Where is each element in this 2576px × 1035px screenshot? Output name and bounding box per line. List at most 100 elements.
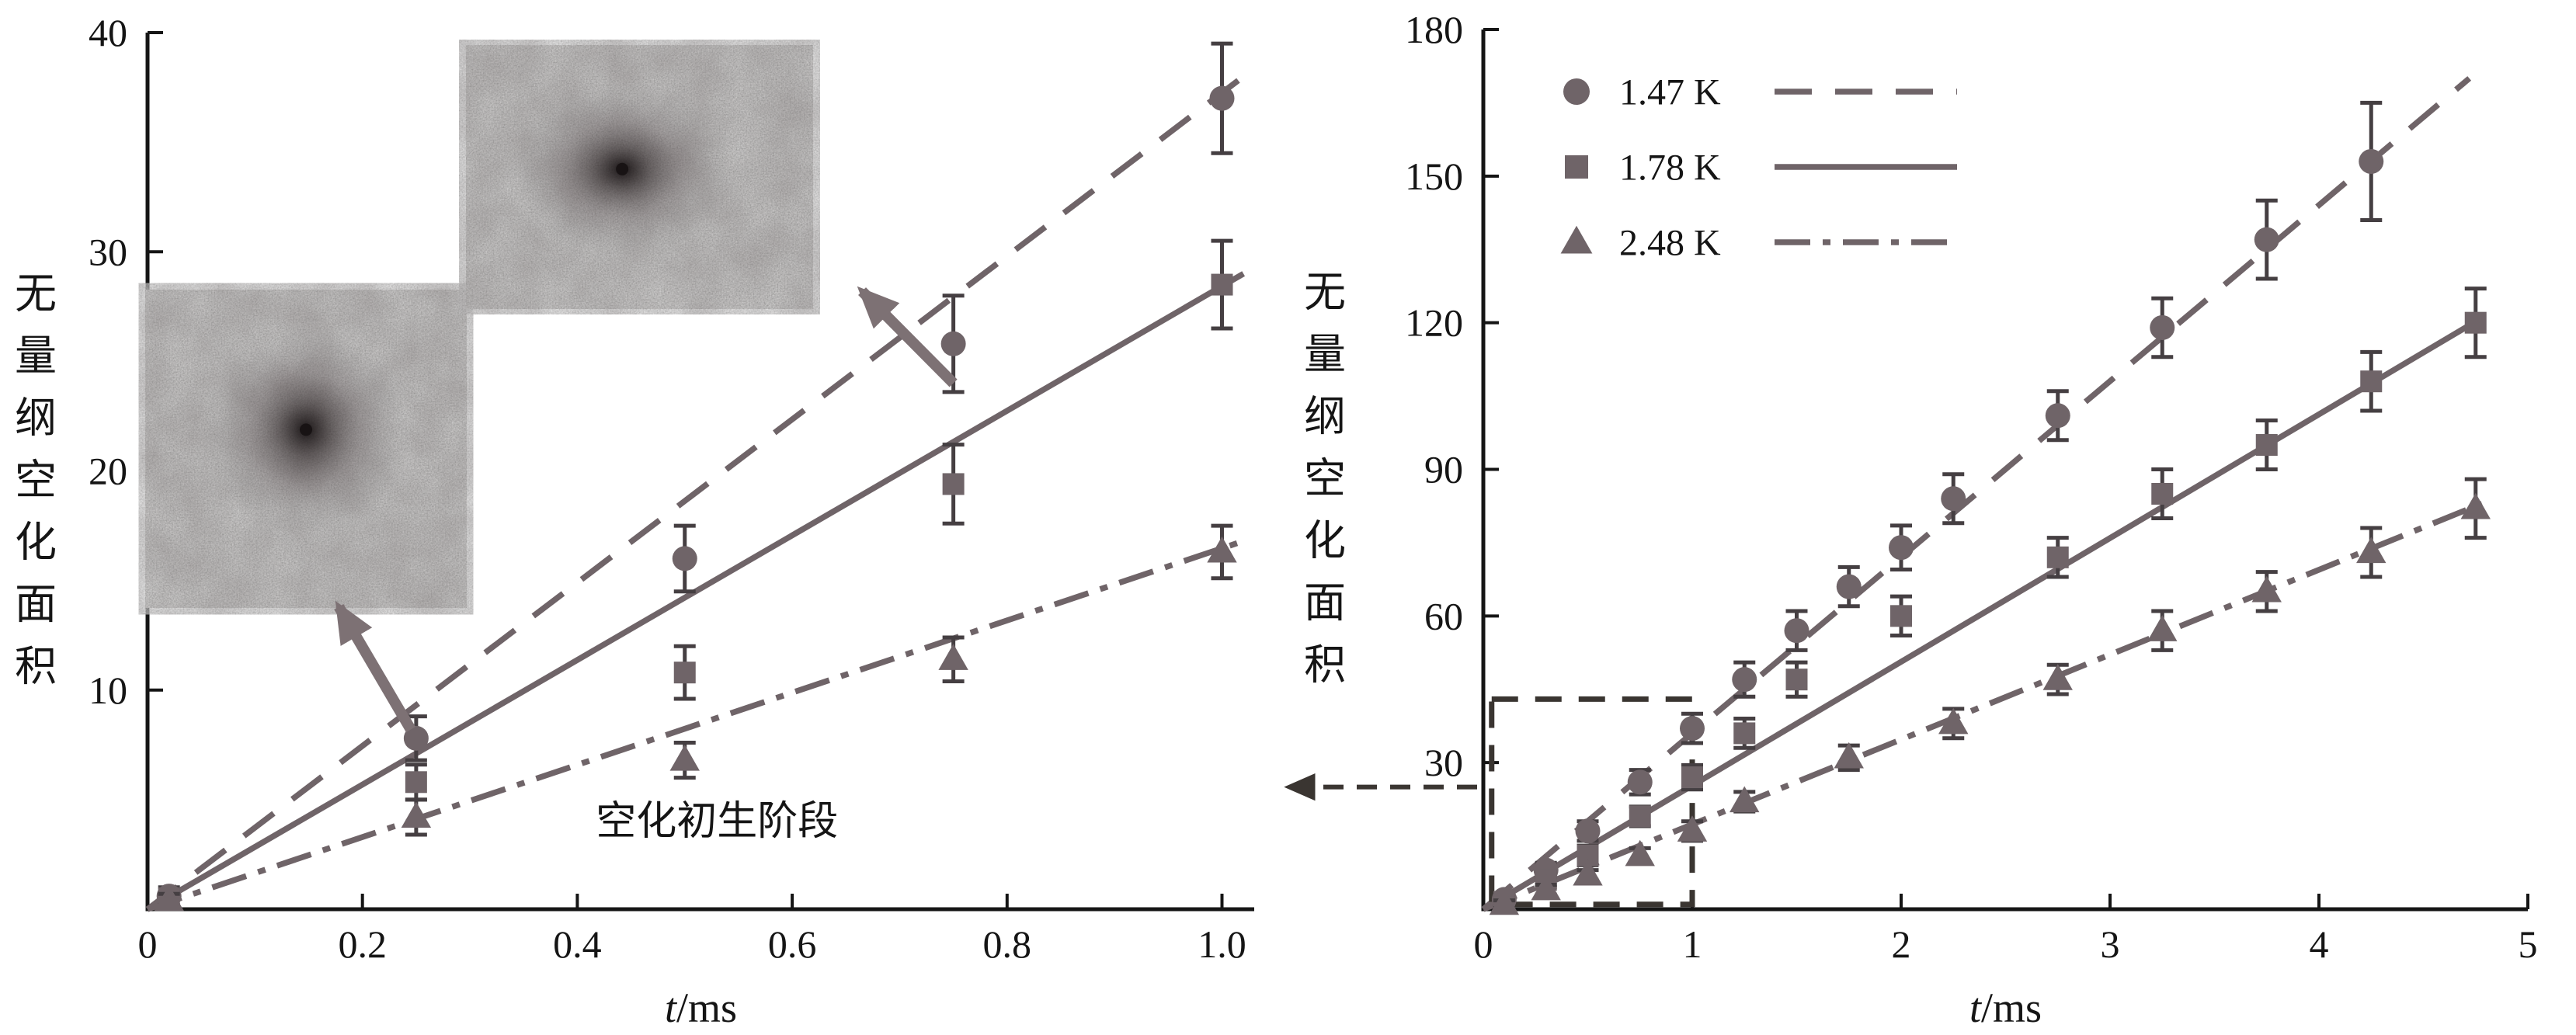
marker-square xyxy=(2046,546,2069,568)
x-tick-label: 0.8 xyxy=(983,922,1032,966)
marker-square xyxy=(673,662,696,684)
marker-square xyxy=(1890,605,1912,627)
x-tick-label: 4 xyxy=(2310,922,2329,966)
marker-circle xyxy=(1563,78,1590,105)
cavitation-bubble-core xyxy=(300,423,312,436)
legend: 1.47 K 1.78 K 2.48 K xyxy=(1560,71,1957,263)
x-tick-label: 1 xyxy=(1683,922,1702,966)
marker-circle xyxy=(2254,227,2279,252)
y-tick-label: 20 xyxy=(89,450,127,493)
y-tick-label: 150 xyxy=(1405,155,1463,198)
y-axis-label-char: 纲 xyxy=(1304,394,1346,440)
marker-circle xyxy=(2359,148,2384,174)
marker-circle xyxy=(1732,667,1757,693)
cavitation-snapshot-upper xyxy=(466,45,813,309)
y-axis-label-char: 积 xyxy=(1304,642,1346,689)
fit-line-dashdot xyxy=(1482,501,2484,912)
marker-triangle xyxy=(938,644,968,670)
x-tick-label: 0 xyxy=(138,922,158,966)
marker-circle xyxy=(2150,314,2175,340)
inset-pointer-arrow xyxy=(334,600,415,733)
marker-circle xyxy=(940,331,966,356)
marker-square xyxy=(405,771,427,794)
marker-triangle xyxy=(1730,786,1760,813)
y-tick-label: 90 xyxy=(1424,448,1463,491)
marker-triangle xyxy=(2251,575,2282,603)
cavitation-snapshot-lower xyxy=(145,290,467,608)
fit-line-dashed xyxy=(145,74,1246,912)
marker-square xyxy=(942,473,965,495)
y-axis-label-char: 量 xyxy=(1304,332,1346,378)
x-axis-label: t/ms xyxy=(1969,985,2042,1031)
marker-triangle xyxy=(1834,742,1864,769)
marker-square xyxy=(1211,273,1233,296)
x-tick-label: 3 xyxy=(2101,922,2120,966)
marker-triangle xyxy=(2356,537,2387,564)
cavitation-bubble-core xyxy=(616,162,629,175)
marker-circle xyxy=(1784,618,1809,644)
marker-triangle xyxy=(154,884,184,912)
inset-pointer-arrow xyxy=(857,286,958,387)
zoom-region-box xyxy=(1489,696,1695,908)
marker-square xyxy=(2464,311,2487,334)
y-axis-label-char: 化 xyxy=(1304,518,1346,564)
y-tick-label: 10 xyxy=(89,669,127,712)
marker-square xyxy=(1681,766,1703,789)
stage-annotation: 空化初生阶段 xyxy=(596,800,838,844)
x-tick-label: 0.2 xyxy=(338,922,387,966)
marker-circle xyxy=(1575,818,1601,844)
y-axis-label-char: 积 xyxy=(15,644,57,690)
marker-triangle xyxy=(1677,815,1708,842)
marker-square xyxy=(1733,722,1756,745)
marker-square xyxy=(2151,482,2174,505)
y-axis-label-char: 面 xyxy=(1304,580,1346,627)
x-tick-label: 2 xyxy=(1892,922,1911,966)
marker-circle xyxy=(1209,85,1235,111)
marker-square xyxy=(1629,805,1651,828)
fit-line-dashdot xyxy=(146,538,1245,912)
marker-square xyxy=(1565,155,1588,179)
y-tick-label: 30 xyxy=(1424,741,1463,784)
x-axis-label: t/ms xyxy=(665,985,737,1031)
legend-label: 1.78 K xyxy=(1619,147,1721,188)
marker-triangle xyxy=(1938,707,1969,735)
y-axis-label-char: 纲 xyxy=(15,395,57,442)
x-tick-label: 0 xyxy=(1474,922,1493,966)
y-axis-label-char: 无 xyxy=(1304,269,1346,316)
y-axis-label-char: 空 xyxy=(1304,456,1346,502)
marker-triangle xyxy=(1531,873,1561,901)
marker-triangle xyxy=(1625,839,1655,867)
y-axis-label-char: 面 xyxy=(15,582,57,628)
series-2-48-k xyxy=(154,523,1237,912)
y-axis-label-char: 无 xyxy=(15,271,57,318)
y-axis-label-char: 空 xyxy=(15,457,57,504)
y-tick-label: 40 xyxy=(89,11,127,54)
marker-triangle xyxy=(669,745,700,771)
marker-triangle xyxy=(2460,492,2491,519)
marker-square xyxy=(2255,434,2278,457)
marker-circle xyxy=(1627,769,1653,795)
y-axis-label-char: 量 xyxy=(15,333,57,380)
marker-circle xyxy=(672,546,697,571)
marker-triangle xyxy=(1489,888,1520,915)
marker-circle xyxy=(1889,535,1914,561)
x-tick-label: 1.0 xyxy=(1198,922,1246,966)
y-tick-label: 120 xyxy=(1405,301,1463,345)
legend-label: 1.47 K xyxy=(1619,71,1721,113)
marker-circle xyxy=(403,725,429,751)
x-tick-label: 5 xyxy=(2519,922,2538,966)
marker-triangle xyxy=(1573,859,1603,886)
y-axis-label-char: 化 xyxy=(15,519,57,566)
y-tick-label: 180 xyxy=(1405,8,1463,51)
y-tick-label: 60 xyxy=(1424,594,1463,637)
y-tick-label: 30 xyxy=(89,230,127,273)
marker-triangle xyxy=(401,801,432,828)
marker-circle xyxy=(1680,716,1705,742)
marker-circle xyxy=(2045,403,2070,429)
x-tick-label: 0.4 xyxy=(553,922,602,966)
